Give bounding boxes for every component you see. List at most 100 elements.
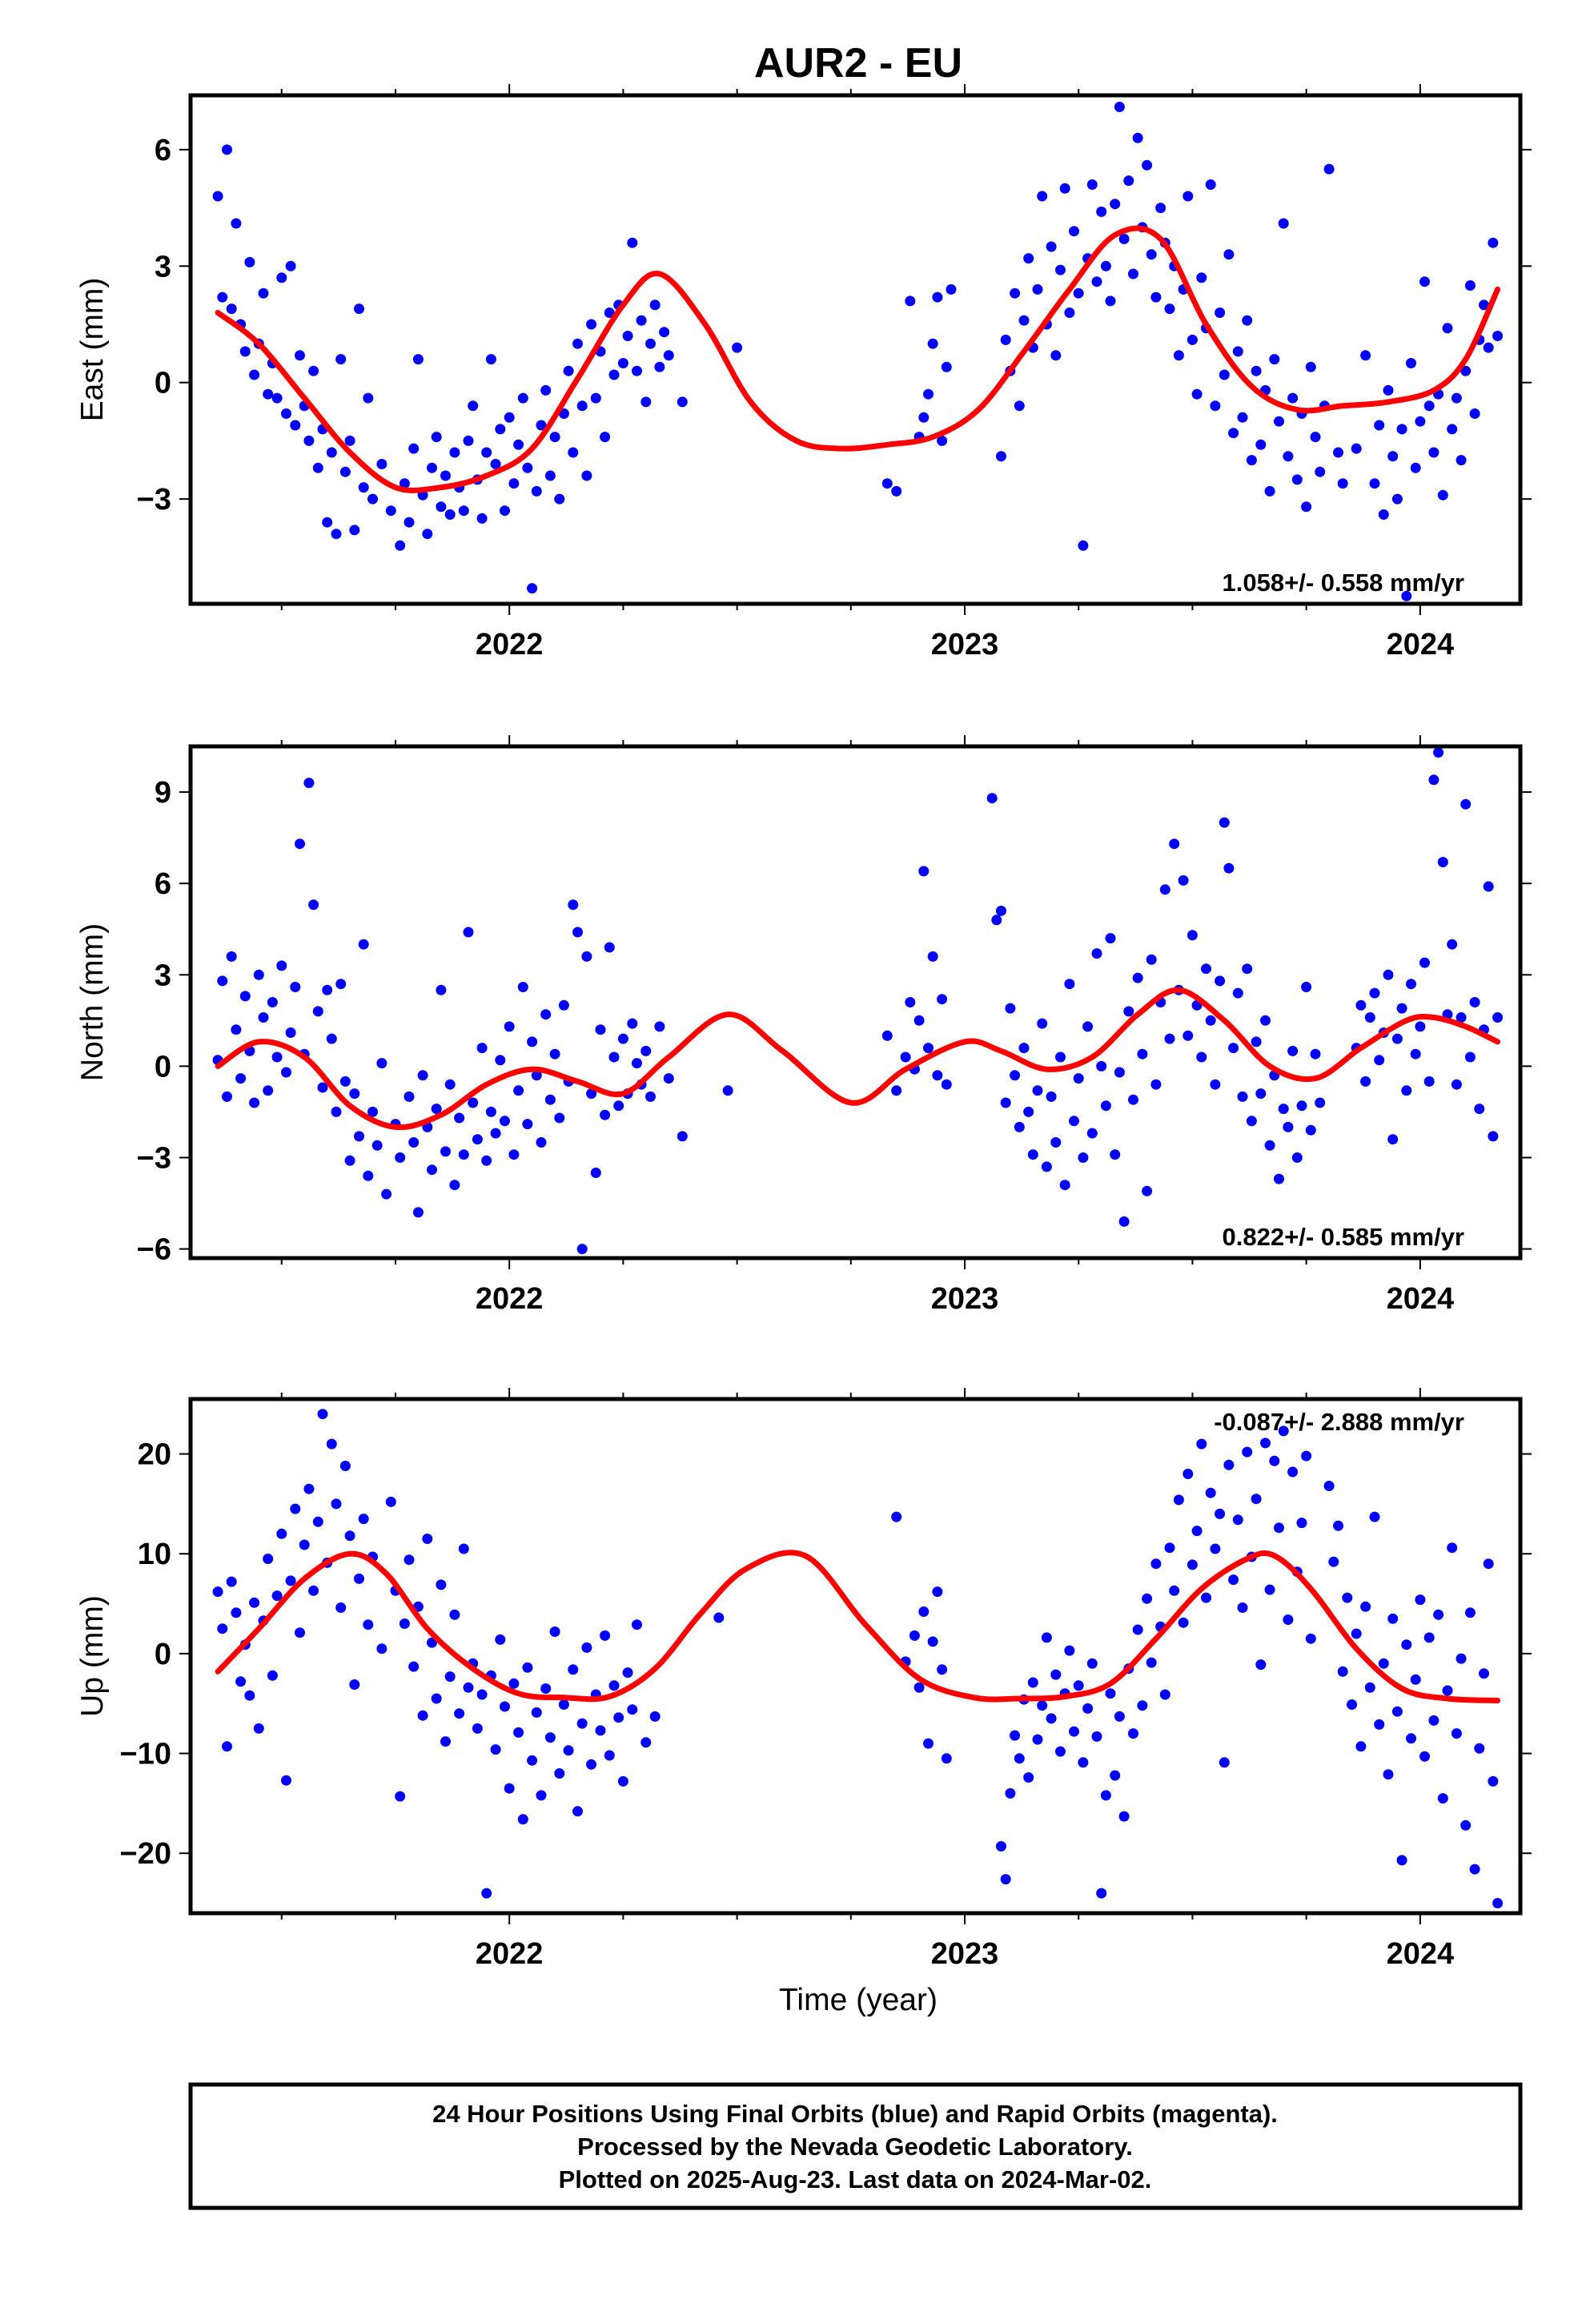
up-data-point xyxy=(549,1626,560,1637)
east-data-point xyxy=(1237,412,1248,423)
up-data-point xyxy=(1132,1624,1143,1635)
north-data-point xyxy=(913,1015,925,1026)
north-data-point xyxy=(267,997,278,1007)
east-data-point xyxy=(303,435,315,446)
east-data-point xyxy=(312,462,323,473)
east-data-point xyxy=(1451,392,1462,404)
east-data-point xyxy=(326,447,337,458)
north-data-point xyxy=(263,1085,274,1096)
east-data-point xyxy=(1369,478,1380,489)
north-data-point xyxy=(1018,1043,1030,1054)
up-data-point xyxy=(1251,1494,1262,1505)
east-data-point xyxy=(1242,315,1253,326)
north-data-point xyxy=(1205,1015,1216,1026)
north-y-tick-label: 9 xyxy=(155,776,171,810)
east-data-point xyxy=(627,237,638,248)
east-x-tick-label: 2024 xyxy=(1387,628,1455,661)
up-data-point xyxy=(1023,1772,1034,1783)
east-data-point xyxy=(1483,342,1494,353)
up-data-point xyxy=(1032,1734,1043,1745)
up-data-point xyxy=(458,1543,469,1554)
east-data-point xyxy=(1378,509,1389,520)
north-data-point xyxy=(1064,979,1075,990)
north-data-point xyxy=(485,1106,496,1117)
east-data-point xyxy=(1401,590,1412,601)
up-data-point xyxy=(463,1682,474,1693)
up-data-point xyxy=(627,1704,638,1715)
east-data-point xyxy=(1046,241,1057,252)
up-y-tick-label: 20 xyxy=(138,1438,171,1472)
north-data-point xyxy=(590,1168,601,1178)
north-data-point xyxy=(663,1073,674,1084)
north-data-point xyxy=(1182,1030,1194,1041)
up-data-point xyxy=(490,1744,501,1755)
up-data-point xyxy=(408,1661,420,1672)
north-data-point xyxy=(500,1116,510,1127)
east-data-point xyxy=(1064,308,1075,318)
north-data-point xyxy=(303,778,315,789)
east-data-point xyxy=(549,432,560,443)
north-data-point xyxy=(444,1079,456,1090)
east-data-point xyxy=(1150,292,1162,303)
up-data-point xyxy=(1301,1450,1312,1462)
up-x-tick-label: 2024 xyxy=(1387,1937,1455,1971)
north-data-point xyxy=(495,1055,506,1066)
east-data-point xyxy=(1337,478,1348,489)
up-data-point xyxy=(1228,1574,1239,1586)
east-data-point xyxy=(891,485,902,497)
east-data-point xyxy=(226,304,237,315)
north-data-point xyxy=(1110,1149,1121,1160)
up-data-point xyxy=(1242,1446,1253,1458)
up-data-point xyxy=(1150,1558,1162,1570)
east-data-point xyxy=(1096,206,1107,217)
east-data-point xyxy=(1086,179,1098,190)
up-data-point xyxy=(613,1712,624,1723)
north-data-point xyxy=(586,1088,597,1100)
north-data-point xyxy=(1096,1060,1107,1072)
up-data-point xyxy=(1000,1874,1011,1885)
up-data-point xyxy=(1442,1685,1453,1696)
up-data-point xyxy=(308,1585,319,1596)
north-data-point xyxy=(412,1207,424,1218)
east-data-point xyxy=(285,260,296,271)
up-data-point xyxy=(1255,1659,1267,1671)
east-data-point xyxy=(554,493,565,505)
east-data-point xyxy=(263,388,274,400)
north-data-point xyxy=(226,951,237,962)
east-data-point xyxy=(941,361,952,372)
up-data-point xyxy=(404,1554,415,1566)
north-data-point xyxy=(1237,1091,1248,1102)
up-data-point xyxy=(231,1607,242,1618)
up-data-point xyxy=(472,1723,483,1734)
east-data-point xyxy=(1100,260,1111,271)
up-frame xyxy=(188,1397,1523,1916)
north-data-point xyxy=(231,1024,242,1035)
up-data-point xyxy=(1137,1700,1148,1711)
east-data-point xyxy=(500,505,510,517)
up-data-point xyxy=(399,1618,410,1629)
up-data-point xyxy=(1232,1514,1243,1526)
up-panel: 2022 2023 2024 −20 −10 0 10 20 Up (mm) -0.087+/- … xyxy=(75,1388,1532,1971)
east-data-point xyxy=(645,338,656,349)
east-frame xyxy=(188,93,1523,606)
east-y-tick-label: 0 xyxy=(155,367,171,400)
north-data-point xyxy=(1428,774,1439,786)
east-data-point xyxy=(217,292,228,303)
chart-panels: 2022 2023 2024 −3 0 3 6 East (mm) 1.058+/- 0.558… xyxy=(75,84,1532,1971)
up-data-point xyxy=(517,1814,528,1825)
east-data-point xyxy=(399,478,410,489)
up-data-point xyxy=(1264,1584,1275,1595)
up-data-point xyxy=(1037,1700,1048,1711)
north-data-point xyxy=(918,866,930,877)
north-data-point xyxy=(1123,1006,1134,1017)
up-data-point xyxy=(1041,1632,1052,1643)
up-data-point xyxy=(563,1745,574,1756)
east-data-point xyxy=(932,292,943,303)
north-data-point xyxy=(1027,1149,1038,1160)
north-data-point xyxy=(476,1043,488,1054)
up-data-point xyxy=(1186,1559,1198,1570)
up-data-point xyxy=(522,1662,533,1673)
up-data-point xyxy=(349,1679,360,1690)
east-data-point xyxy=(1114,102,1125,112)
north-data-point xyxy=(1433,747,1444,758)
